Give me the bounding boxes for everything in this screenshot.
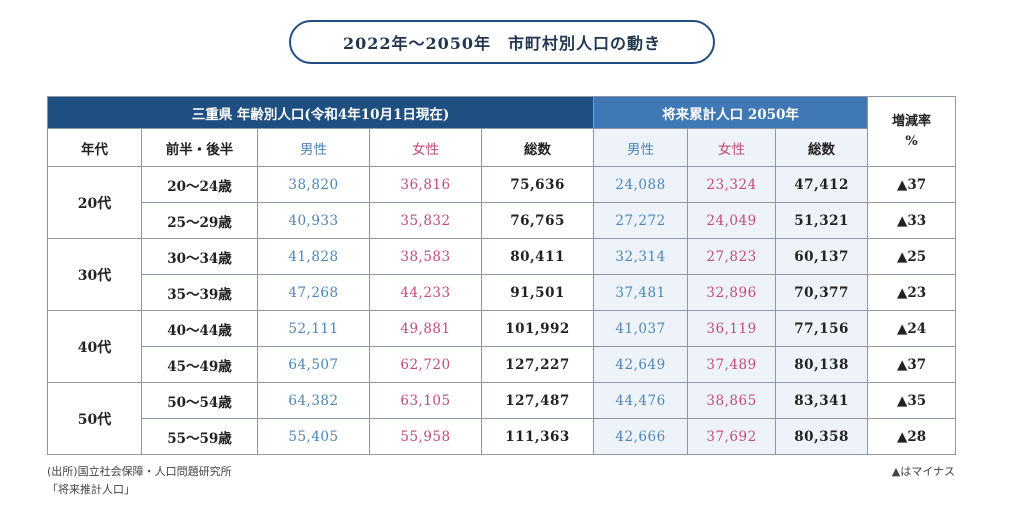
future-male-count: 24,088 xyxy=(593,166,689,203)
total-count: 75,636 xyxy=(480,166,595,203)
age-group-label: 20代 xyxy=(47,166,142,239)
future-male-count: 32,314 xyxy=(593,238,689,275)
female-count: 38,583 xyxy=(369,238,482,275)
age-range: 40～44歳 xyxy=(141,310,258,347)
future-male-count: 42,649 xyxy=(593,346,689,383)
future-total-count: 77,156 xyxy=(775,310,869,347)
total-count: 76,765 xyxy=(480,202,595,239)
age-range: 25～29歳 xyxy=(141,202,258,239)
female-count: 49,881 xyxy=(369,310,482,347)
future-male-count: 37,481 xyxy=(593,274,689,311)
future-total-count: 80,358 xyxy=(775,418,869,455)
future-total-count: 51,321 xyxy=(775,202,869,239)
female-count: 44,233 xyxy=(369,274,482,311)
future-total-count: 60,137 xyxy=(775,238,869,275)
future-total-count: 83,341 xyxy=(775,382,869,419)
male-count: 55,405 xyxy=(257,418,370,455)
col-female: 女性 xyxy=(369,128,482,167)
future-population-header: 将来累計人口 2050年 xyxy=(593,96,869,129)
population-table: 三重県 年齢別人口(令和4年10月1日現在) 将来累計人口 2050年 増減率 … xyxy=(46,96,957,455)
future-male-count: 42,666 xyxy=(593,418,689,455)
change-rate: ▲37 xyxy=(867,346,957,383)
future-female-count: 24,049 xyxy=(687,202,777,239)
col-future-female: 女性 xyxy=(687,128,777,167)
col-era: 年代 xyxy=(47,128,142,167)
age-group-label: 30代 xyxy=(47,238,142,311)
age-range: 35～39歳 xyxy=(141,274,258,311)
male-count: 40,933 xyxy=(257,202,370,239)
future-female-count: 32,896 xyxy=(687,274,777,311)
page-title: 2022年～2050年 市町村別人口の動き xyxy=(289,20,715,64)
source-note: (出所)国立社会保障・人口問題研究所 「将来推計人口」 xyxy=(47,463,232,499)
age-group-label: 50代 xyxy=(47,382,142,455)
future-female-count: 36,119 xyxy=(687,310,777,347)
change-rate-unit: % xyxy=(905,133,918,149)
future-female-count: 27,823 xyxy=(687,238,777,275)
col-total: 総数 xyxy=(480,128,595,167)
change-rate: ▲25 xyxy=(867,238,957,275)
male-count: 52,111 xyxy=(257,310,370,347)
change-rate: ▲33 xyxy=(867,202,957,239)
total-count: 101,992 xyxy=(480,310,595,347)
age-range: 20～24歳 xyxy=(141,166,258,203)
col-range: 前半・後半 xyxy=(141,128,258,167)
future-male-count: 27,272 xyxy=(593,202,689,239)
male-count: 41,828 xyxy=(257,238,370,275)
source-line-2: 「将来推計人口」 xyxy=(47,483,135,496)
change-rate-label: 増減率 xyxy=(892,113,932,129)
future-female-count: 23,324 xyxy=(687,166,777,203)
future-total-count: 47,412 xyxy=(775,166,869,203)
future-female-count: 37,692 xyxy=(687,418,777,455)
future-total-count: 80,138 xyxy=(775,346,869,383)
current-population-header: 三重県 年齢別人口(令和4年10月1日現在) xyxy=(46,96,595,129)
change-rate: ▲37 xyxy=(867,166,957,203)
total-count: 80,411 xyxy=(480,238,595,275)
female-count: 36,816 xyxy=(369,166,482,203)
male-count: 64,507 xyxy=(257,346,370,383)
source-line-1: (出所)国立社会保障・人口問題研究所 xyxy=(47,465,232,478)
table-row: 40代 40～44歳 52,111 49,881 101,992 41,037 … xyxy=(47,310,957,383)
col-future-total: 総数 xyxy=(775,128,869,167)
total-count: 127,487 xyxy=(480,382,595,419)
female-count: 62,720 xyxy=(369,346,482,383)
male-count: 64,382 xyxy=(257,382,370,419)
table-row: 35～39歳 47,268 44,233 91,501 37,481 32,89… xyxy=(48,274,957,311)
age-group-label: 40代 xyxy=(47,310,142,383)
male-count: 47,268 xyxy=(257,274,370,311)
future-total-count: 70,377 xyxy=(775,274,869,311)
total-count: 127,227 xyxy=(480,346,595,383)
age-range: 55～59歳 xyxy=(141,418,258,455)
future-male-count: 44,476 xyxy=(593,382,689,419)
change-rate: ▲23 xyxy=(867,274,957,311)
female-count: 35,832 xyxy=(369,202,482,239)
change-rate: ▲28 xyxy=(867,418,957,455)
female-count: 63,105 xyxy=(369,382,482,419)
age-range: 30～34歳 xyxy=(141,238,258,275)
female-count: 55,958 xyxy=(369,418,482,455)
table-row: 20代 20～24歳 38,820 36,816 75,636 24,088 2… xyxy=(47,166,957,239)
future-female-count: 38,865 xyxy=(687,382,777,419)
change-rate: ▲35 xyxy=(867,382,957,419)
col-male: 男性 xyxy=(257,128,370,167)
age-range: 50～54歳 xyxy=(141,382,258,419)
col-future-male: 男性 xyxy=(593,128,689,167)
total-count: 91,501 xyxy=(480,274,595,311)
future-female-count: 37,489 xyxy=(687,346,777,383)
table-row: 55～59歳 55,405 55,958 111,363 42,666 37,6… xyxy=(48,418,957,455)
future-male-count: 41,037 xyxy=(593,310,689,347)
total-count: 111,363 xyxy=(480,418,595,455)
change-rate-header: 増減率 % xyxy=(867,96,957,167)
change-rate: ▲24 xyxy=(867,310,957,347)
table-row: 50代 50～54歳 64,382 63,105 127,487 44,476 … xyxy=(47,382,957,455)
age-range: 45～49歳 xyxy=(141,346,258,383)
table-row: 25～29歳 40,933 35,832 76,765 27,272 24,04… xyxy=(48,202,957,239)
minus-legend: ▲はマイナス xyxy=(891,465,955,478)
male-count: 38,820 xyxy=(257,166,370,203)
table-row: 45～49歳 64,507 62,720 127,227 42,649 37,4… xyxy=(48,346,957,383)
table-row: 30代 30～34歳 41,828 38,583 80,411 32,314 2… xyxy=(47,238,957,311)
